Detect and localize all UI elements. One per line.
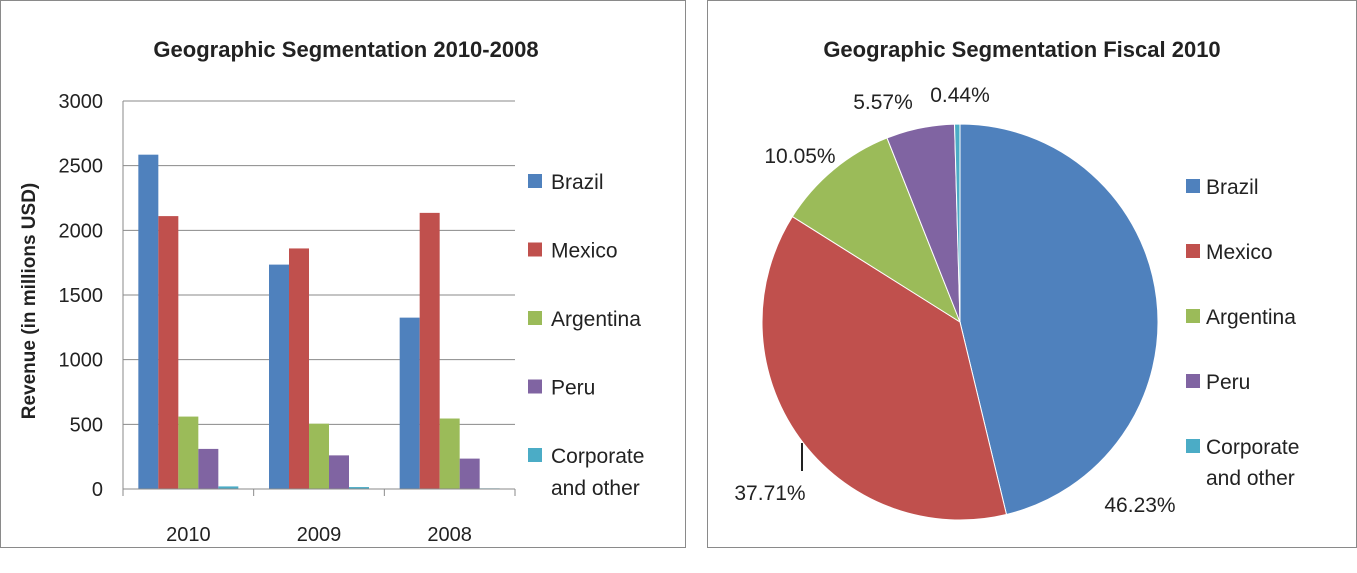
legend-label-corporate-and-other: and other	[1206, 467, 1295, 490]
legend-label-corporate-and-other: Corporate	[551, 445, 644, 468]
bar-brazil-2009	[269, 264, 289, 489]
bar-brazil-2008	[399, 317, 420, 489]
legend-swatch-mexico	[1186, 244, 1200, 258]
legend-label-brazil: Brazil	[1206, 176, 1259, 199]
legend-label-argentina: Argentina	[1206, 306, 1296, 329]
legend-swatch-brazil	[528, 174, 542, 188]
bar-argentina-2008	[439, 418, 460, 489]
bar-peru-2008	[459, 458, 480, 489]
x-tick-label: 2009	[297, 524, 342, 546]
bar-mexico-2009	[289, 248, 309, 489]
bar-corporate-and-other-2009	[349, 487, 369, 489]
bar-chart-panel: Geographic Segmentation 2010-2008 Revenu…	[0, 0, 686, 548]
legend-swatch-peru	[528, 379, 542, 394]
legend-swatch-peru	[1186, 374, 1200, 388]
y-tick-label: 2500	[59, 156, 104, 178]
legend-label-corporate-and-other: Corporate	[1206, 436, 1299, 459]
legend-swatch-corporate-and-other	[528, 448, 542, 462]
bar-peru-2010	[198, 448, 219, 489]
pie-chart-title: Geographic Segmentation Fiscal 2010	[823, 37, 1220, 62]
legend-label-peru: Peru	[1206, 371, 1250, 394]
pie-slice-brazil	[959, 123, 1159, 516]
x-tick-label: 2008	[427, 524, 472, 546]
bar-mexico-2010	[158, 216, 179, 489]
y-tick-label: 1000	[59, 350, 104, 372]
legend-label-mexico: Mexico	[551, 240, 618, 263]
y-tick-label: 2000	[59, 220, 104, 242]
pie-chart-panel: Geographic Segmentation Fiscal 2010 46.2…	[707, 0, 1357, 548]
legend-label-brazil: Brazil	[551, 171, 604, 194]
y-tick-label: 3000	[59, 91, 104, 113]
legend-swatch-argentina	[1186, 309, 1200, 323]
pie-label-brazil: 46.23%	[1104, 494, 1175, 517]
bar-peru-2009	[329, 455, 349, 489]
pie-chart: Geographic Segmentation Fiscal 2010 46.2…	[734, 37, 1299, 521]
bar-corporate-and-other-2010	[218, 486, 239, 489]
bar-chart: Geographic Segmentation 2010-2008 Revenu…	[19, 37, 644, 546]
pie-slice-corporate-and-other	[954, 123, 961, 323]
bar-mexico-2008	[419, 212, 440, 489]
legend-swatch-mexico	[528, 242, 542, 257]
y-tick-label: 0	[92, 479, 103, 501]
pie-label-mexico: 37.71%	[734, 482, 805, 505]
legend-swatch-brazil	[1186, 179, 1200, 193]
y-tick-label: 1500	[59, 285, 104, 307]
pie-label-argentina: 10.05%	[764, 145, 835, 168]
pie-slice-argentina	[791, 137, 962, 324]
legend-swatch-argentina	[528, 311, 542, 325]
legend-label-mexico: Mexico	[1206, 241, 1273, 264]
legend-swatch-corporate-and-other	[1186, 439, 1200, 453]
legend-label-corporate-and-other: and other	[551, 477, 640, 500]
bar-chart-title: Geographic Segmentation 2010-2008	[153, 37, 538, 62]
pie-label-peru: 5.57%	[853, 91, 913, 114]
y-axis-label: Revenue (in millions USD)	[19, 183, 40, 419]
legend-label-peru: Peru	[551, 377, 595, 400]
bar-argentina-2009	[309, 423, 329, 489]
bar-argentina-2010	[178, 416, 199, 489]
bar-brazil-2010	[138, 154, 159, 489]
x-tick-label: 2010	[166, 524, 211, 546]
pie-slice-mexico	[761, 215, 1008, 521]
legend-label-argentina: Argentina	[551, 308, 641, 331]
pie-label-corporate-and-other: 0.44%	[930, 84, 990, 107]
y-tick-label: 500	[70, 414, 103, 436]
